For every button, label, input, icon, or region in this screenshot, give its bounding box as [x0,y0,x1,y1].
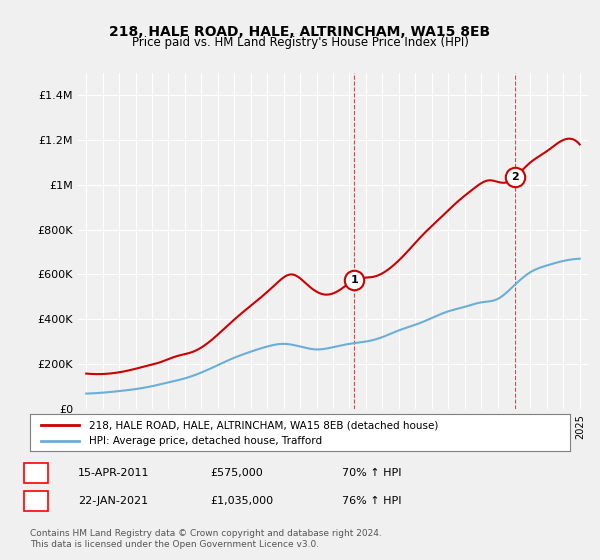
Text: 15-APR-2011: 15-APR-2011 [78,468,149,478]
Text: 1: 1 [32,468,40,478]
Text: £1,035,000: £1,035,000 [210,496,273,506]
Text: Price paid vs. HM Land Registry's House Price Index (HPI): Price paid vs. HM Land Registry's House … [131,36,469,49]
Text: 22-JAN-2021: 22-JAN-2021 [78,496,148,506]
Text: 76% ↑ HPI: 76% ↑ HPI [342,496,401,506]
Text: 2: 2 [511,172,519,182]
Text: 70% ↑ HPI: 70% ↑ HPI [342,468,401,478]
Text: 1: 1 [350,275,358,285]
Text: HPI: Average price, detached house, Trafford: HPI: Average price, detached house, Traf… [89,436,323,446]
Text: 218, HALE ROAD, HALE, ALTRINCHAM, WA15 8EB: 218, HALE ROAD, HALE, ALTRINCHAM, WA15 8… [109,25,491,39]
Text: 2: 2 [32,496,40,506]
Text: £575,000: £575,000 [210,468,263,478]
Text: 218, HALE ROAD, HALE, ALTRINCHAM, WA15 8EB (detached house): 218, HALE ROAD, HALE, ALTRINCHAM, WA15 8… [89,421,439,430]
Text: Contains HM Land Registry data © Crown copyright and database right 2024.
This d: Contains HM Land Registry data © Crown c… [30,529,382,549]
